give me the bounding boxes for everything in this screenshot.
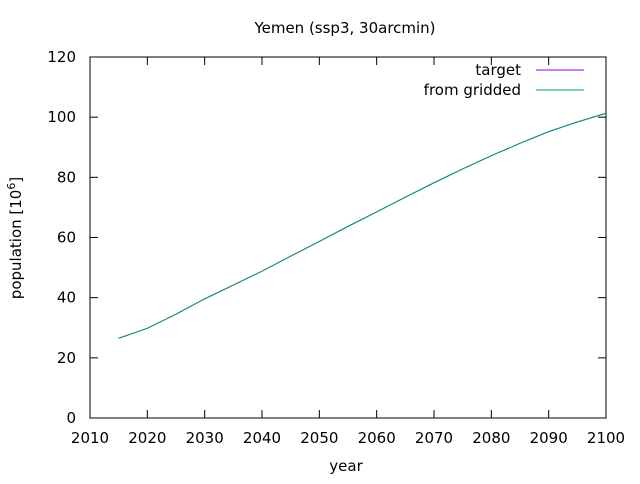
- y-tick-label: 120: [47, 48, 76, 66]
- legend: target from gridded: [424, 61, 584, 99]
- chart-title: Yemen (ssp3, 30arcmin): [253, 19, 435, 37]
- x-tick-label: 2090: [530, 429, 568, 447]
- x-tick-label: 2040: [243, 429, 281, 447]
- x-tick-label: 2050: [300, 429, 338, 447]
- x-tick-label: 2010: [71, 429, 109, 447]
- y-tick-label: 0: [66, 409, 76, 427]
- x-tick-label: 2070: [415, 429, 453, 447]
- series-line-from-gridded: [118, 112, 607, 339]
- x-tick-label: 2030: [186, 429, 224, 447]
- series-lines: [118, 112, 607, 339]
- y-tick-label: 60: [57, 229, 76, 247]
- y-axis-ticks: 0 20 40 60 80 100 120: [47, 48, 606, 427]
- x-tick-label: 2100: [587, 429, 625, 447]
- y-axis-label-main: population [10: [7, 190, 25, 300]
- x-tick-label: 2080: [472, 429, 510, 447]
- y-tick-label: 80: [57, 168, 76, 186]
- series-line-target: [118, 112, 607, 339]
- x-tick-label: 2020: [128, 429, 166, 447]
- x-axis-ticks: 2010 2020 2030 2040 2050 2060 2070 2080 2090 2100: [71, 57, 625, 447]
- y-tick-label: 100: [47, 108, 76, 126]
- y-axis-label-superscript: 6: [5, 183, 18, 190]
- legend-label: from gridded: [424, 81, 521, 99]
- y-axis-label: population [106]: [5, 177, 25, 299]
- x-tick-label: 2060: [358, 429, 396, 447]
- plot-frame: [89, 56, 607, 419]
- x-axis-label: year: [329, 457, 363, 475]
- y-axis-label-close: ]: [7, 177, 25, 183]
- y-tick-label: 40: [57, 289, 76, 307]
- y-tick-label: 20: [57, 349, 76, 367]
- legend-label: target: [475, 61, 521, 79]
